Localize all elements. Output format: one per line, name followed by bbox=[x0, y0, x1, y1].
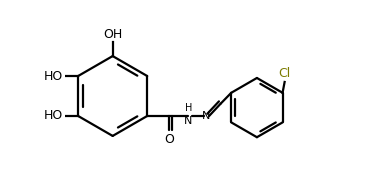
Text: HO: HO bbox=[43, 70, 63, 83]
Text: H: H bbox=[185, 103, 192, 113]
Text: Cl: Cl bbox=[279, 67, 291, 80]
Text: O: O bbox=[164, 133, 174, 146]
Text: OH: OH bbox=[103, 28, 122, 41]
Text: N: N bbox=[202, 111, 210, 121]
Text: N: N bbox=[184, 117, 193, 127]
Text: HO: HO bbox=[43, 109, 63, 122]
